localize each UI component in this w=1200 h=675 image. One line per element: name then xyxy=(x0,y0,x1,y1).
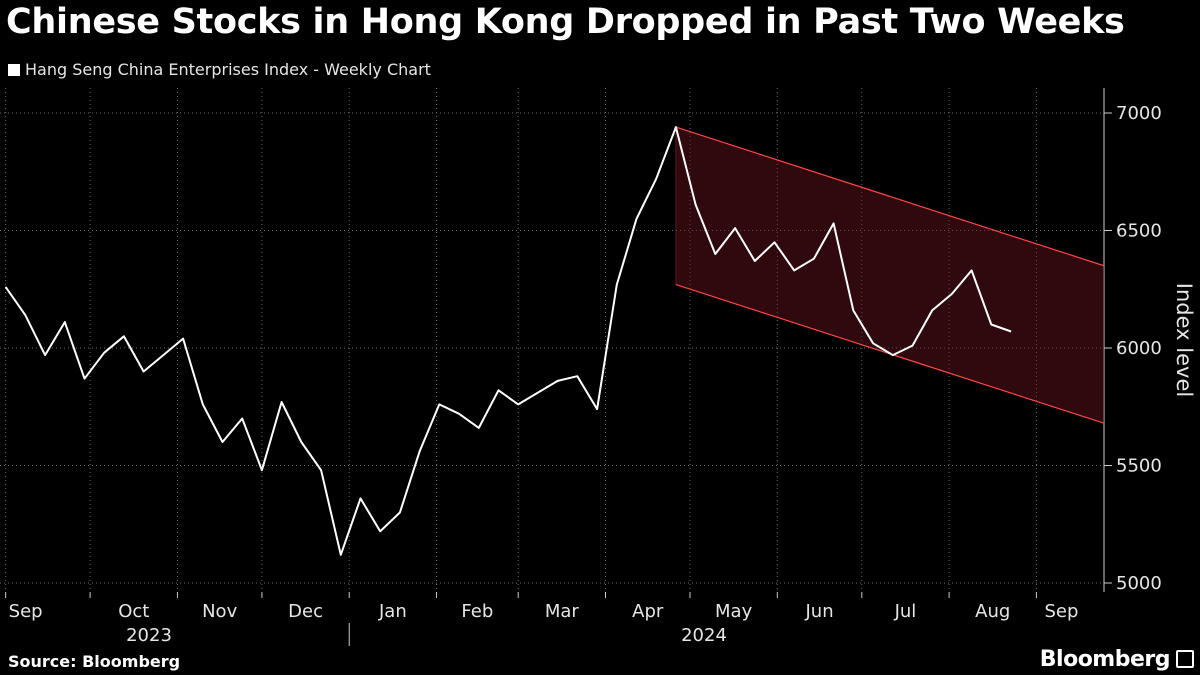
x-tick-label: Aug xyxy=(975,601,1010,622)
y-axis-title: Index level xyxy=(1172,283,1196,397)
x-tick-label: Dec xyxy=(288,601,323,622)
index-line xyxy=(4,126,1012,556)
legend-label: Hang Seng China Enterprises Index - Week… xyxy=(25,60,431,79)
bloomberg-logo: Bloomberg xyxy=(1039,647,1171,672)
x-tick-label: Oct xyxy=(118,601,149,622)
source-note: Source: Bloomberg xyxy=(8,652,181,671)
y-tick-label: 5000 xyxy=(1116,573,1162,594)
x-tick-label: Nov xyxy=(202,601,237,622)
legend-swatch xyxy=(8,63,20,76)
x-tick-label: Jun xyxy=(804,601,833,622)
y-tick-label: 6500 xyxy=(1116,221,1162,242)
chart-title: Chinese Stocks in Hong Kong Dropped in P… xyxy=(6,2,1125,42)
bloomberg-logo-icon xyxy=(1176,650,1194,668)
x-tick-label: Jul xyxy=(894,601,917,622)
y-tick-label: 6000 xyxy=(1116,338,1162,359)
legend: Hang Seng China Enterprises Index - Week… xyxy=(8,60,431,79)
x-tick-label: Feb xyxy=(461,601,493,622)
x-year-label: 2024 xyxy=(681,625,727,646)
channel-fill xyxy=(675,127,1104,424)
x-tick-label: Mar xyxy=(545,601,580,622)
x-tick-label: Sep xyxy=(1044,601,1078,622)
x-tick-label: Jan xyxy=(378,601,407,622)
x-tick-label: May xyxy=(715,601,753,622)
x-tick-label: Sep xyxy=(9,601,43,622)
channel-upper-line xyxy=(675,126,1105,267)
y-tick-label: 5500 xyxy=(1116,456,1162,477)
x-year-label: 2023 xyxy=(126,625,172,646)
x-tick-label: Apr xyxy=(632,601,664,622)
y-tick-label: 7000 xyxy=(1116,103,1162,124)
